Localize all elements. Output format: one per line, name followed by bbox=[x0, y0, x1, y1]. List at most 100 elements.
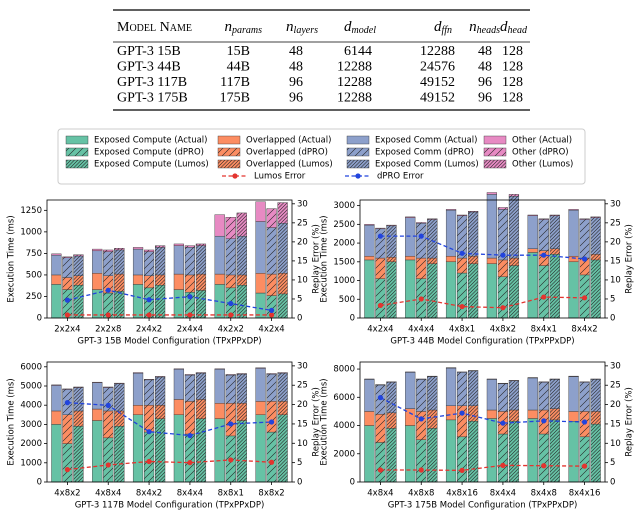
y-tick-label: 6000 bbox=[20, 362, 42, 372]
bar-segment bbox=[538, 218, 549, 220]
bar-segment bbox=[445, 255, 457, 263]
bar-segment bbox=[277, 414, 288, 483]
header-subscript: params bbox=[231, 25, 262, 36]
bar-segment bbox=[416, 411, 427, 440]
bar-segment bbox=[579, 436, 590, 483]
header-symbol: d bbox=[500, 19, 508, 35]
bar-segment bbox=[549, 215, 560, 249]
bar-segment bbox=[416, 439, 427, 483]
legend-swatch bbox=[65, 159, 89, 169]
axes-frame bbox=[359, 361, 606, 483]
x-tick-label: 2x2x8 bbox=[95, 325, 121, 335]
bar-segment bbox=[527, 214, 538, 216]
error-marker bbox=[187, 432, 193, 439]
y-tick-label: 500 bbox=[26, 270, 42, 280]
table-cell: 128 bbox=[502, 75, 523, 90]
table-cell: 117B bbox=[220, 75, 250, 90]
bar-segment bbox=[527, 377, 538, 411]
bar-segment bbox=[51, 253, 62, 256]
y2-axis-label: Replay Error (%) bbox=[625, 387, 635, 457]
bar-segment bbox=[277, 372, 288, 374]
bar-segment bbox=[486, 192, 497, 195]
axes-frame bbox=[359, 199, 606, 319]
bar-segment bbox=[497, 383, 509, 412]
legend-label: Other (Actual) bbox=[512, 136, 572, 146]
bar-segment bbox=[568, 209, 579, 257]
y-tick-label: 1000 bbox=[20, 227, 42, 237]
bar-segment bbox=[103, 251, 114, 276]
x-tick-label: 4x2x4 bbox=[258, 325, 284, 335]
legend-marker bbox=[232, 173, 238, 179]
y-tick-label: 2000 bbox=[20, 439, 42, 449]
error-line bbox=[380, 296, 585, 309]
bar-segment bbox=[266, 373, 277, 375]
y2-tick-label: 25 bbox=[297, 218, 308, 228]
legend-swatch bbox=[65, 135, 89, 145]
bar-segment bbox=[375, 228, 386, 259]
bar-segment bbox=[486, 409, 497, 419]
bar-segment bbox=[468, 405, 479, 422]
error-line bbox=[67, 459, 272, 471]
bar-segment bbox=[427, 218, 438, 220]
bar-segment bbox=[549, 214, 560, 216]
bar-segment bbox=[579, 218, 590, 220]
y-tick-label: 2500 bbox=[333, 220, 355, 230]
bar-segment bbox=[51, 254, 62, 276]
legend-swatch bbox=[65, 147, 89, 157]
bar-segment bbox=[277, 372, 288, 402]
bar-segment bbox=[184, 274, 196, 293]
bar-segment bbox=[236, 373, 247, 404]
legend-label: dPRO Error bbox=[377, 172, 424, 182]
bar-segment bbox=[225, 238, 236, 276]
y-tick-label: 0 bbox=[350, 478, 355, 488]
x-tick-label: 4x4x4 bbox=[408, 325, 434, 335]
bar-segment bbox=[195, 245, 207, 275]
legend-label: Other (Lumos) bbox=[512, 160, 573, 170]
error-marker bbox=[105, 287, 111, 293]
table-cell: 24576 bbox=[420, 60, 455, 75]
table-cell: 48 bbox=[478, 44, 492, 59]
bar-segment bbox=[173, 289, 184, 319]
y2-tick-label: 30 bbox=[610, 199, 621, 209]
error-marker bbox=[459, 303, 465, 310]
y2-tick-label: 0 bbox=[297, 314, 302, 324]
bar-segment bbox=[236, 274, 247, 286]
y2-tick-label: 10 bbox=[297, 275, 308, 285]
error-marker bbox=[581, 463, 588, 469]
bar-segment bbox=[114, 291, 125, 319]
table-cell: 128 bbox=[502, 44, 523, 59]
bar-segment bbox=[132, 414, 144, 483]
bar-segment bbox=[73, 386, 84, 388]
bar-segment bbox=[579, 219, 590, 259]
table-cell: 48 bbox=[289, 60, 303, 75]
bar-segment bbox=[236, 285, 247, 319]
header-symbol: n bbox=[224, 19, 232, 35]
error-line bbox=[380, 235, 585, 260]
bar-segment bbox=[527, 409, 538, 419]
bar-segment bbox=[445, 367, 457, 406]
error-line bbox=[67, 289, 272, 312]
bar-segment bbox=[416, 379, 427, 412]
y2-tick-label: 20 bbox=[297, 237, 308, 247]
y2-tick-label: 0 bbox=[610, 478, 615, 488]
x-tick-label: 8x4x2 bbox=[571, 325, 597, 335]
bar-segment bbox=[195, 399, 207, 419]
bar-segment bbox=[508, 265, 520, 319]
table-cell: 128 bbox=[502, 60, 523, 75]
bar-segment bbox=[527, 418, 538, 483]
x-tick-label: 2x4x2 bbox=[136, 325, 162, 335]
bar-segment bbox=[277, 223, 288, 274]
y2-tick-label: 15 bbox=[297, 419, 308, 429]
bar-segment bbox=[195, 243, 207, 246]
bar-segment bbox=[386, 224, 397, 227]
bar-segment bbox=[568, 255, 579, 263]
bar-segment bbox=[468, 211, 479, 257]
bar-segment bbox=[155, 418, 166, 483]
bar-segment bbox=[73, 285, 84, 319]
bar-segment bbox=[416, 257, 427, 279]
x-tick-label: 4x8x8 bbox=[408, 489, 434, 499]
bar-segment bbox=[143, 249, 155, 252]
row-label: GPT-3 44B bbox=[117, 60, 181, 75]
error-marker bbox=[500, 252, 506, 258]
bar-segment bbox=[51, 384, 62, 386]
